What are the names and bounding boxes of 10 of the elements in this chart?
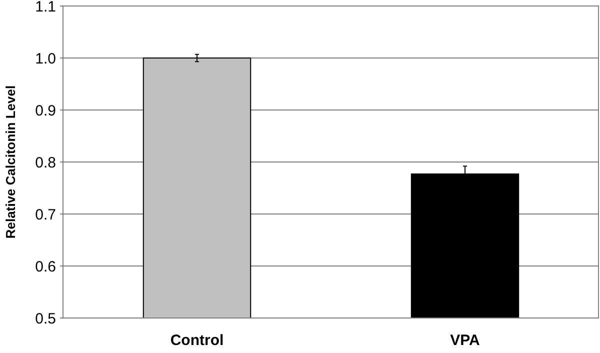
y-axis-title: Relative Calcitonin Level [3, 85, 18, 239]
y-tick-label: 0.7 [35, 206, 56, 224]
x-tick-label: VPA [450, 332, 480, 349]
y-tick-label: 1.0 [35, 50, 56, 68]
y-tick-label: 0.9 [35, 102, 56, 120]
x-tick-label: Control [170, 332, 224, 349]
y-tick-label: 0.5 [35, 310, 56, 328]
y-tick-label: 0.8 [35, 154, 56, 172]
y-tick-label: 1.1 [35, 0, 56, 16]
y-tick-label: 0.6 [35, 258, 56, 276]
